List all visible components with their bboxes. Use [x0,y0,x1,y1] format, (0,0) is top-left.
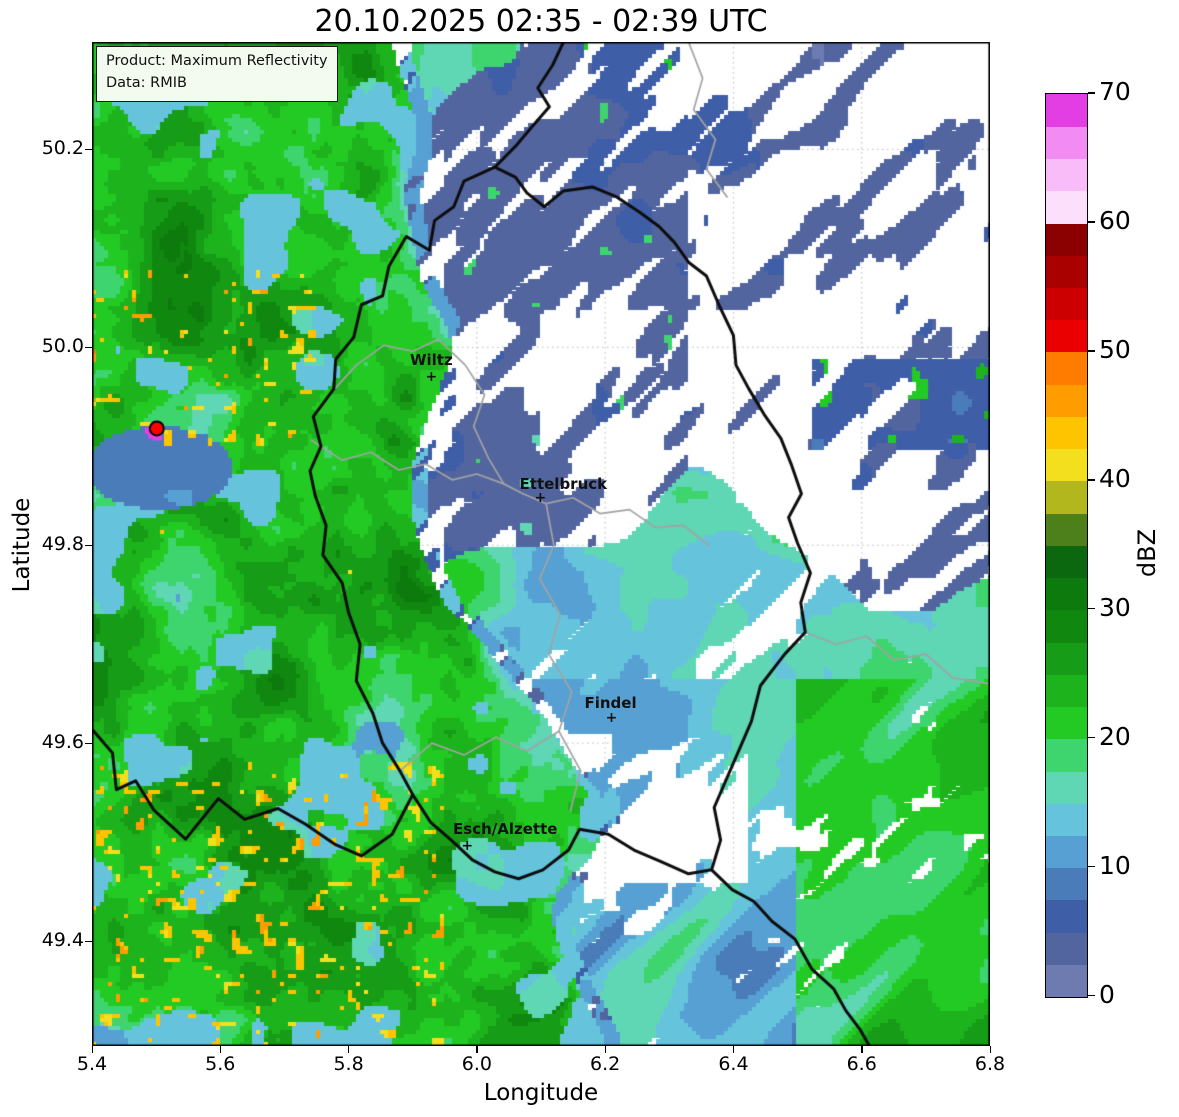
colorbar-tick-label: 70 [1099,77,1131,106]
colorbar-tick-mark [1088,737,1095,739]
colorbar-segment [1046,448,1087,482]
colorbar-segment [1046,609,1087,643]
colorbar-segment [1046,770,1087,804]
colorbar-segment [1046,642,1087,675]
product-line: Product: Maximum Reflectivity [106,53,328,69]
x-tick-mark [604,1046,607,1053]
y-tick-label: 50.0 [41,335,84,358]
y-tick-mark [85,742,92,745]
radar-map-canvas [92,42,990,1046]
y-tick-mark [85,544,92,547]
city-label: Wiltz [409,350,453,369]
x-tick-mark [219,1046,222,1053]
colorbar-segment [1046,384,1087,417]
colorbar-tick-mark [1088,608,1095,610]
x-tick-label: 5.4 [76,1053,108,1075]
y-tick-mark [85,148,92,151]
y-tick-mark [85,346,92,349]
colorbar-segment [1046,803,1087,836]
colorbar-tick-mark [1088,994,1095,997]
colorbar-tick-label: 0 [1099,979,1115,1009]
city-marker: + [534,489,547,506]
colorbar-segment [1046,287,1087,321]
colorbar-segment [1046,932,1087,965]
x-tick-mark [476,1046,478,1053]
x-tick-label: 6.0 [461,1053,492,1075]
colorbar-tick-label: 50 [1099,334,1131,364]
colorbar-segment [1046,158,1087,192]
x-tick-mark [989,1046,991,1053]
colorbar-tick-label: 40 [1099,463,1131,493]
colorbar [1045,93,1088,998]
y-tick-label: 50.2 [41,137,84,160]
colorbar-segment [1046,899,1087,933]
colorbar-segment [1046,255,1087,288]
colorbar-segment [1046,480,1087,514]
x-tick-mark [861,1046,863,1053]
x-tick-label: 6.6 [846,1053,877,1075]
colorbar-segment [1046,351,1087,385]
product-info-box: Product: Maximum Reflectivity Data: RMIB [96,46,338,102]
colorbar-segment [1046,674,1087,708]
colorbar-tick-mark [1088,479,1095,481]
colorbar-label: dBZ [1133,528,1161,578]
x-tick-label: 6.4 [718,1053,749,1075]
city-marker: + [605,710,618,727]
x-tick-mark [732,1046,735,1053]
colorbar-segment [1046,867,1087,901]
colorbar-tick-label: 60 [1099,205,1131,235]
colorbar-tick-mark [1088,350,1095,352]
plot-title: 20.10.2025 02:35 - 02:39 UTC [314,4,768,39]
y-tick-label: 49.8 [41,533,84,556]
colorbar-segment [1046,706,1087,740]
colorbar-tick-mark [1088,865,1095,868]
x-tick-label: 6.2 [590,1053,621,1075]
x-axis-label: Longitude [483,1080,599,1106]
colorbar-segment [1046,126,1087,160]
colorbar-segment [1046,545,1087,579]
y-tick-label: 49.4 [41,929,84,952]
x-tick-label: 6.8 [974,1053,1006,1075]
colorbar-segment [1046,190,1087,224]
city-label: Ettelbruck [519,474,608,493]
x-tick-label: 5.8 [333,1053,364,1075]
x-tick-mark [348,1046,350,1053]
colorbar-segment [1046,416,1087,450]
colorbar-segment [1046,319,1087,353]
colorbar-tick-mark [1088,221,1095,223]
y-tick-mark [85,940,92,942]
x-tick-label: 5.6 [205,1053,236,1075]
colorbar-tick-label: 20 [1099,721,1131,751]
colorbar-tick-label: 10 [1099,850,1131,880]
colorbar-segment [1046,513,1087,546]
city-marker: + [461,838,474,855]
y-tick-label: 49.6 [41,731,84,754]
data-source-line: Data: RMIB [106,74,187,91]
colorbar-tick-label: 30 [1099,592,1131,622]
colorbar-segment [1046,222,1087,256]
colorbar-segment [1046,964,1087,998]
colorbar-segment [1046,94,1087,127]
colorbar-tick-mark [1088,92,1095,94]
city-marker: + [425,368,438,385]
colorbar-segment [1046,738,1087,772]
city-label: Esch/Alzette [453,820,558,839]
x-tick-mark [91,1046,93,1053]
colorbar-segment [1046,577,1087,611]
city-label: Findel [584,694,637,713]
colorbar-segment [1046,835,1087,869]
